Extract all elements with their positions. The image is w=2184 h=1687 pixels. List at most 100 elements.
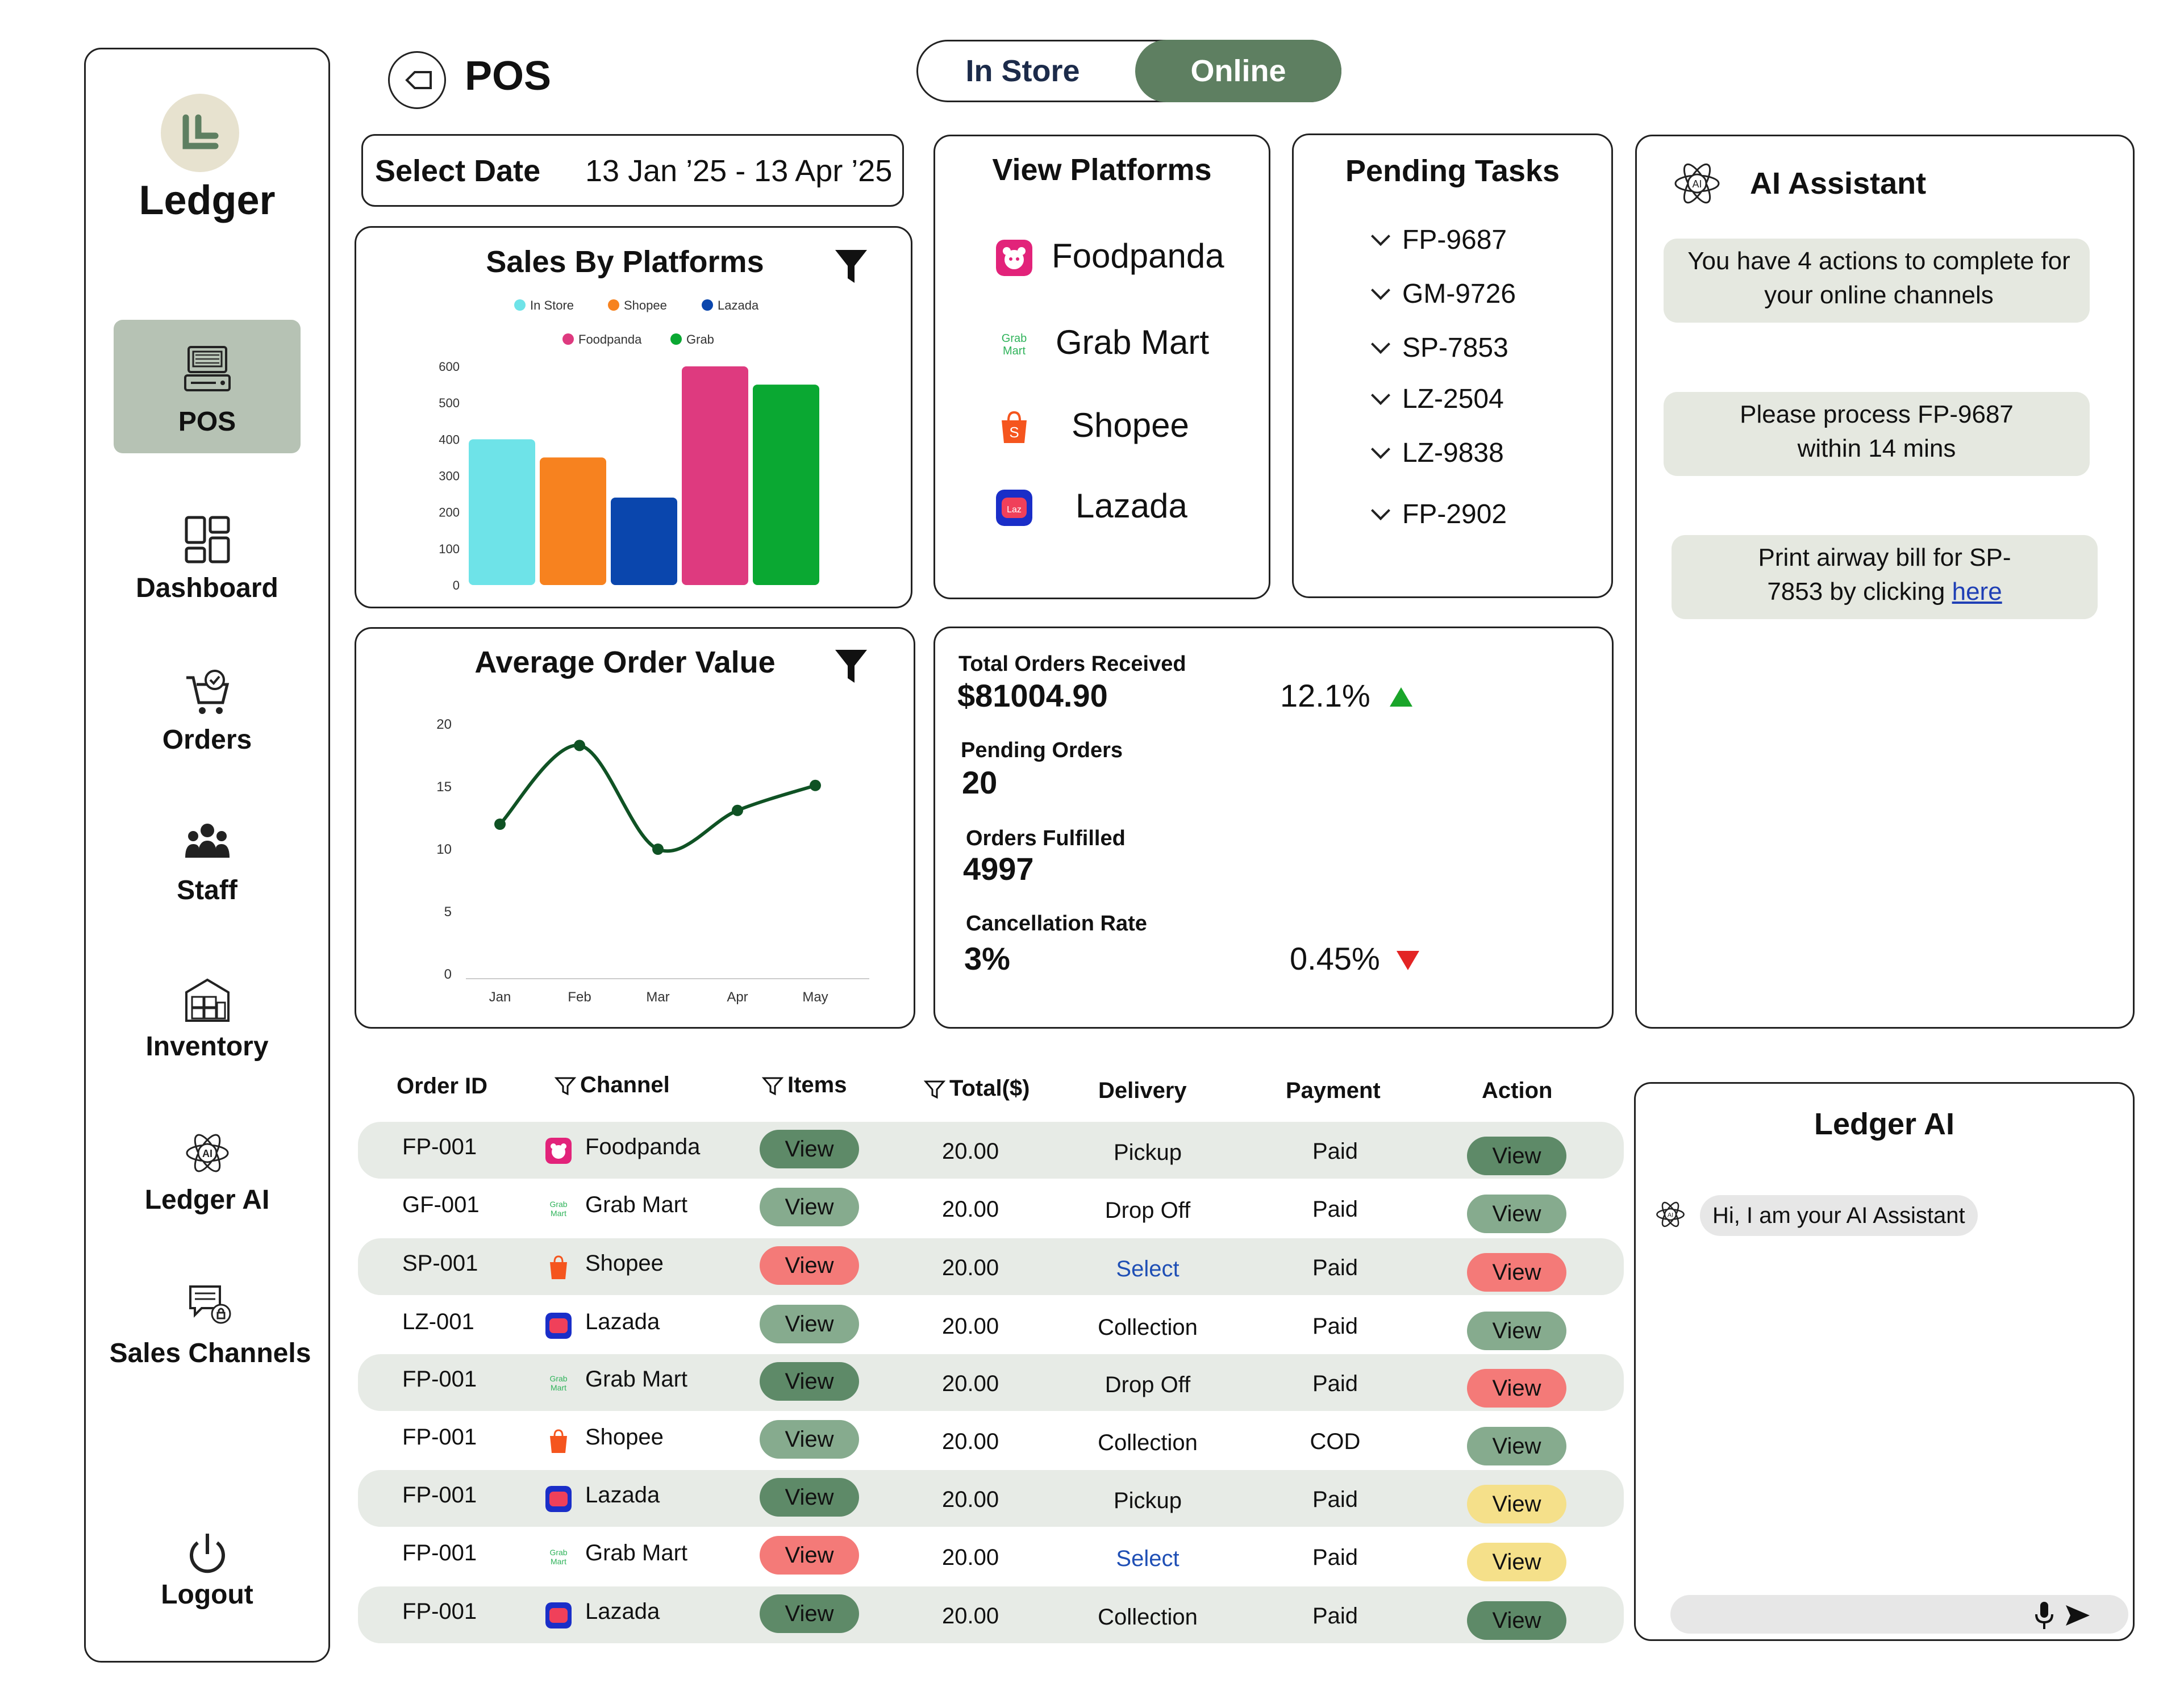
- mode-online-button[interactable]: Online: [1135, 40, 1341, 102]
- ai-message-line: Please process FP-9687: [1740, 400, 2014, 428]
- platform-foodpanda[interactable]: Foodpanda: [933, 233, 1270, 284]
- sidebar-item-label: POS: [178, 407, 236, 437]
- items-view-button[interactable]: View: [760, 1305, 859, 1343]
- action-view-button[interactable]: View: [1467, 1427, 1566, 1465]
- items-view-button[interactable]: View: [760, 1246, 859, 1285]
- svg-text:AI: AI: [1692, 178, 1702, 190]
- y-tick-label: 600: [439, 360, 460, 374]
- filter-outline-icon: [761, 1077, 784, 1096]
- send-icon[interactable]: [2065, 1603, 2091, 1628]
- x-tick-label: Apr: [727, 989, 748, 1005]
- y-tick-label: 20: [436, 717, 452, 732]
- filter-outline-icon: [554, 1077, 577, 1096]
- bar-shopee: [540, 457, 606, 585]
- sidebar-item-label: Ledger AI: [144, 1185, 270, 1215]
- action-view-button[interactable]: View: [1467, 1369, 1566, 1408]
- delivery-select-link[interactable]: Select: [1116, 1256, 1179, 1281]
- total-cell: 20.00: [942, 1314, 999, 1339]
- legend-swatch: [562, 333, 574, 345]
- ai-message: Please process FP-9687 within 14 mins: [1664, 392, 2090, 476]
- chat-channels-icon: [189, 1285, 231, 1324]
- task-item[interactable]: LZ-2504: [1371, 383, 1504, 415]
- back-button[interactable]: [388, 51, 446, 109]
- legend-swatch: [514, 299, 526, 311]
- channel-cell: Grab Mart: [585, 1192, 688, 1217]
- action-view-button[interactable]: View: [1467, 1312, 1566, 1350]
- brand-name: Ledger: [139, 178, 276, 223]
- table-row-bg: [358, 1354, 1624, 1411]
- chevron-down-icon: [1371, 281, 1390, 300]
- col-header-channel[interactable]: Channel: [554, 1072, 670, 1098]
- action-view-button[interactable]: View: [1467, 1253, 1566, 1292]
- sidebar-item-ledger-ai[interactable]: AI Ledger AI: [84, 1128, 330, 1224]
- data-point-jan: [494, 819, 506, 830]
- sidebar-item-staff[interactable]: Staff: [84, 818, 330, 915]
- y-tick-label: 5: [444, 904, 452, 920]
- items-view-button[interactable]: View: [760, 1130, 859, 1168]
- action-view-button[interactable]: View: [1467, 1485, 1566, 1523]
- action-view-button[interactable]: View: [1467, 1195, 1566, 1233]
- total-cell: 20.00: [942, 1255, 999, 1280]
- delivery-cell: Collection: [1098, 1315, 1198, 1340]
- svg-text:Mart: Mart: [1003, 345, 1026, 357]
- channel-cell: Shopee: [585, 1251, 664, 1276]
- col-header-items[interactable]: Items: [761, 1072, 847, 1098]
- platforms-title: View Platforms: [992, 153, 1212, 187]
- back-tag-icon: [405, 71, 432, 89]
- task-item[interactable]: FP-9687: [1371, 224, 1507, 256]
- legend-label: Lazada: [718, 298, 759, 312]
- total-cell: 20.00: [942, 1545, 999, 1570]
- ai-message: You have 4 actions to complete for your …: [1664, 239, 2090, 323]
- task-item[interactable]: LZ-9838: [1371, 437, 1504, 469]
- task-item[interactable]: GM-9726: [1371, 278, 1516, 310]
- mode-instore-button[interactable]: In Store: [965, 54, 1080, 88]
- page-title: POS: [465, 53, 552, 99]
- action-view-button[interactable]: View: [1467, 1543, 1566, 1581]
- platform-shopee[interactable]: S Shopee: [933, 402, 1270, 453]
- total-cell: 20.00: [942, 1604, 999, 1628]
- trend-up-icon: [1390, 687, 1412, 707]
- date-range-value[interactable]: 13 Jan ’25 - 13 Apr ’25: [585, 154, 893, 188]
- payment-cell: Paid: [1312, 1139, 1358, 1164]
- airway-bill-link[interactable]: here: [1952, 578, 2002, 606]
- delivery-select-link[interactable]: Select: [1116, 1546, 1179, 1571]
- sidebar-item-pos[interactable]: POS: [84, 344, 330, 446]
- channel-cell: Lazada: [585, 1599, 660, 1624]
- logout-button[interactable]: Logout: [84, 1528, 330, 1625]
- sidebar-item-inventory[interactable]: Inventory: [84, 974, 330, 1071]
- foodpanda-icon: [996, 240, 1032, 276]
- filter-icon[interactable]: [834, 648, 868, 685]
- filter-icon[interactable]: [834, 248, 868, 285]
- date-picker[interactable]: [361, 134, 904, 207]
- action-view-button[interactable]: View: [1467, 1601, 1566, 1640]
- platform-label: Lazada: [1076, 487, 1187, 525]
- aov-chart-title: Average Order Value: [474, 645, 776, 679]
- task-item[interactable]: SP-7853: [1371, 332, 1508, 364]
- items-view-button[interactable]: View: [760, 1188, 859, 1226]
- order-id-cell: FP-001: [402, 1483, 477, 1508]
- task-item[interactable]: FP-2902: [1371, 499, 1507, 530]
- channel-cell: Foodpanda: [585, 1134, 701, 1159]
- chevron-down-icon: [1371, 227, 1390, 246]
- action-view-button[interactable]: View: [1467, 1137, 1566, 1175]
- nav-pos-active-bg: [114, 320, 301, 453]
- items-view-button[interactable]: View: [760, 1536, 859, 1575]
- chat-input[interactable]: [1670, 1595, 2128, 1634]
- items-view-button[interactable]: View: [760, 1478, 859, 1517]
- platform-grabmart[interactable]: Grab Mart Grab Mart: [933, 319, 1270, 370]
- microphone-icon[interactable]: [2033, 1601, 2056, 1630]
- items-view-button[interactable]: View: [760, 1362, 859, 1401]
- platform-lazada[interactable]: Laz Lazada: [933, 483, 1270, 534]
- col-header-total[interactable]: Total($): [923, 1076, 1030, 1101]
- col-header-delivery: Delivery: [1098, 1078, 1187, 1103]
- items-view-button[interactable]: View: [760, 1594, 859, 1633]
- items-view-button[interactable]: View: [760, 1420, 859, 1459]
- payment-cell: Paid: [1312, 1255, 1358, 1280]
- sidebar-item-sales-channels[interactable]: Sales Channels: [91, 1281, 330, 1377]
- sidebar-item-orders[interactable]: Orders: [84, 667, 330, 764]
- filter-outline-icon: [923, 1080, 946, 1099]
- sidebar-item-label: Sales Channels: [109, 1338, 311, 1368]
- total-cell: 20.00: [942, 1371, 999, 1396]
- delivery-cell: Drop Off: [1104, 1372, 1191, 1397]
- sidebar-item-dashboard[interactable]: Dashboard: [84, 514, 330, 611]
